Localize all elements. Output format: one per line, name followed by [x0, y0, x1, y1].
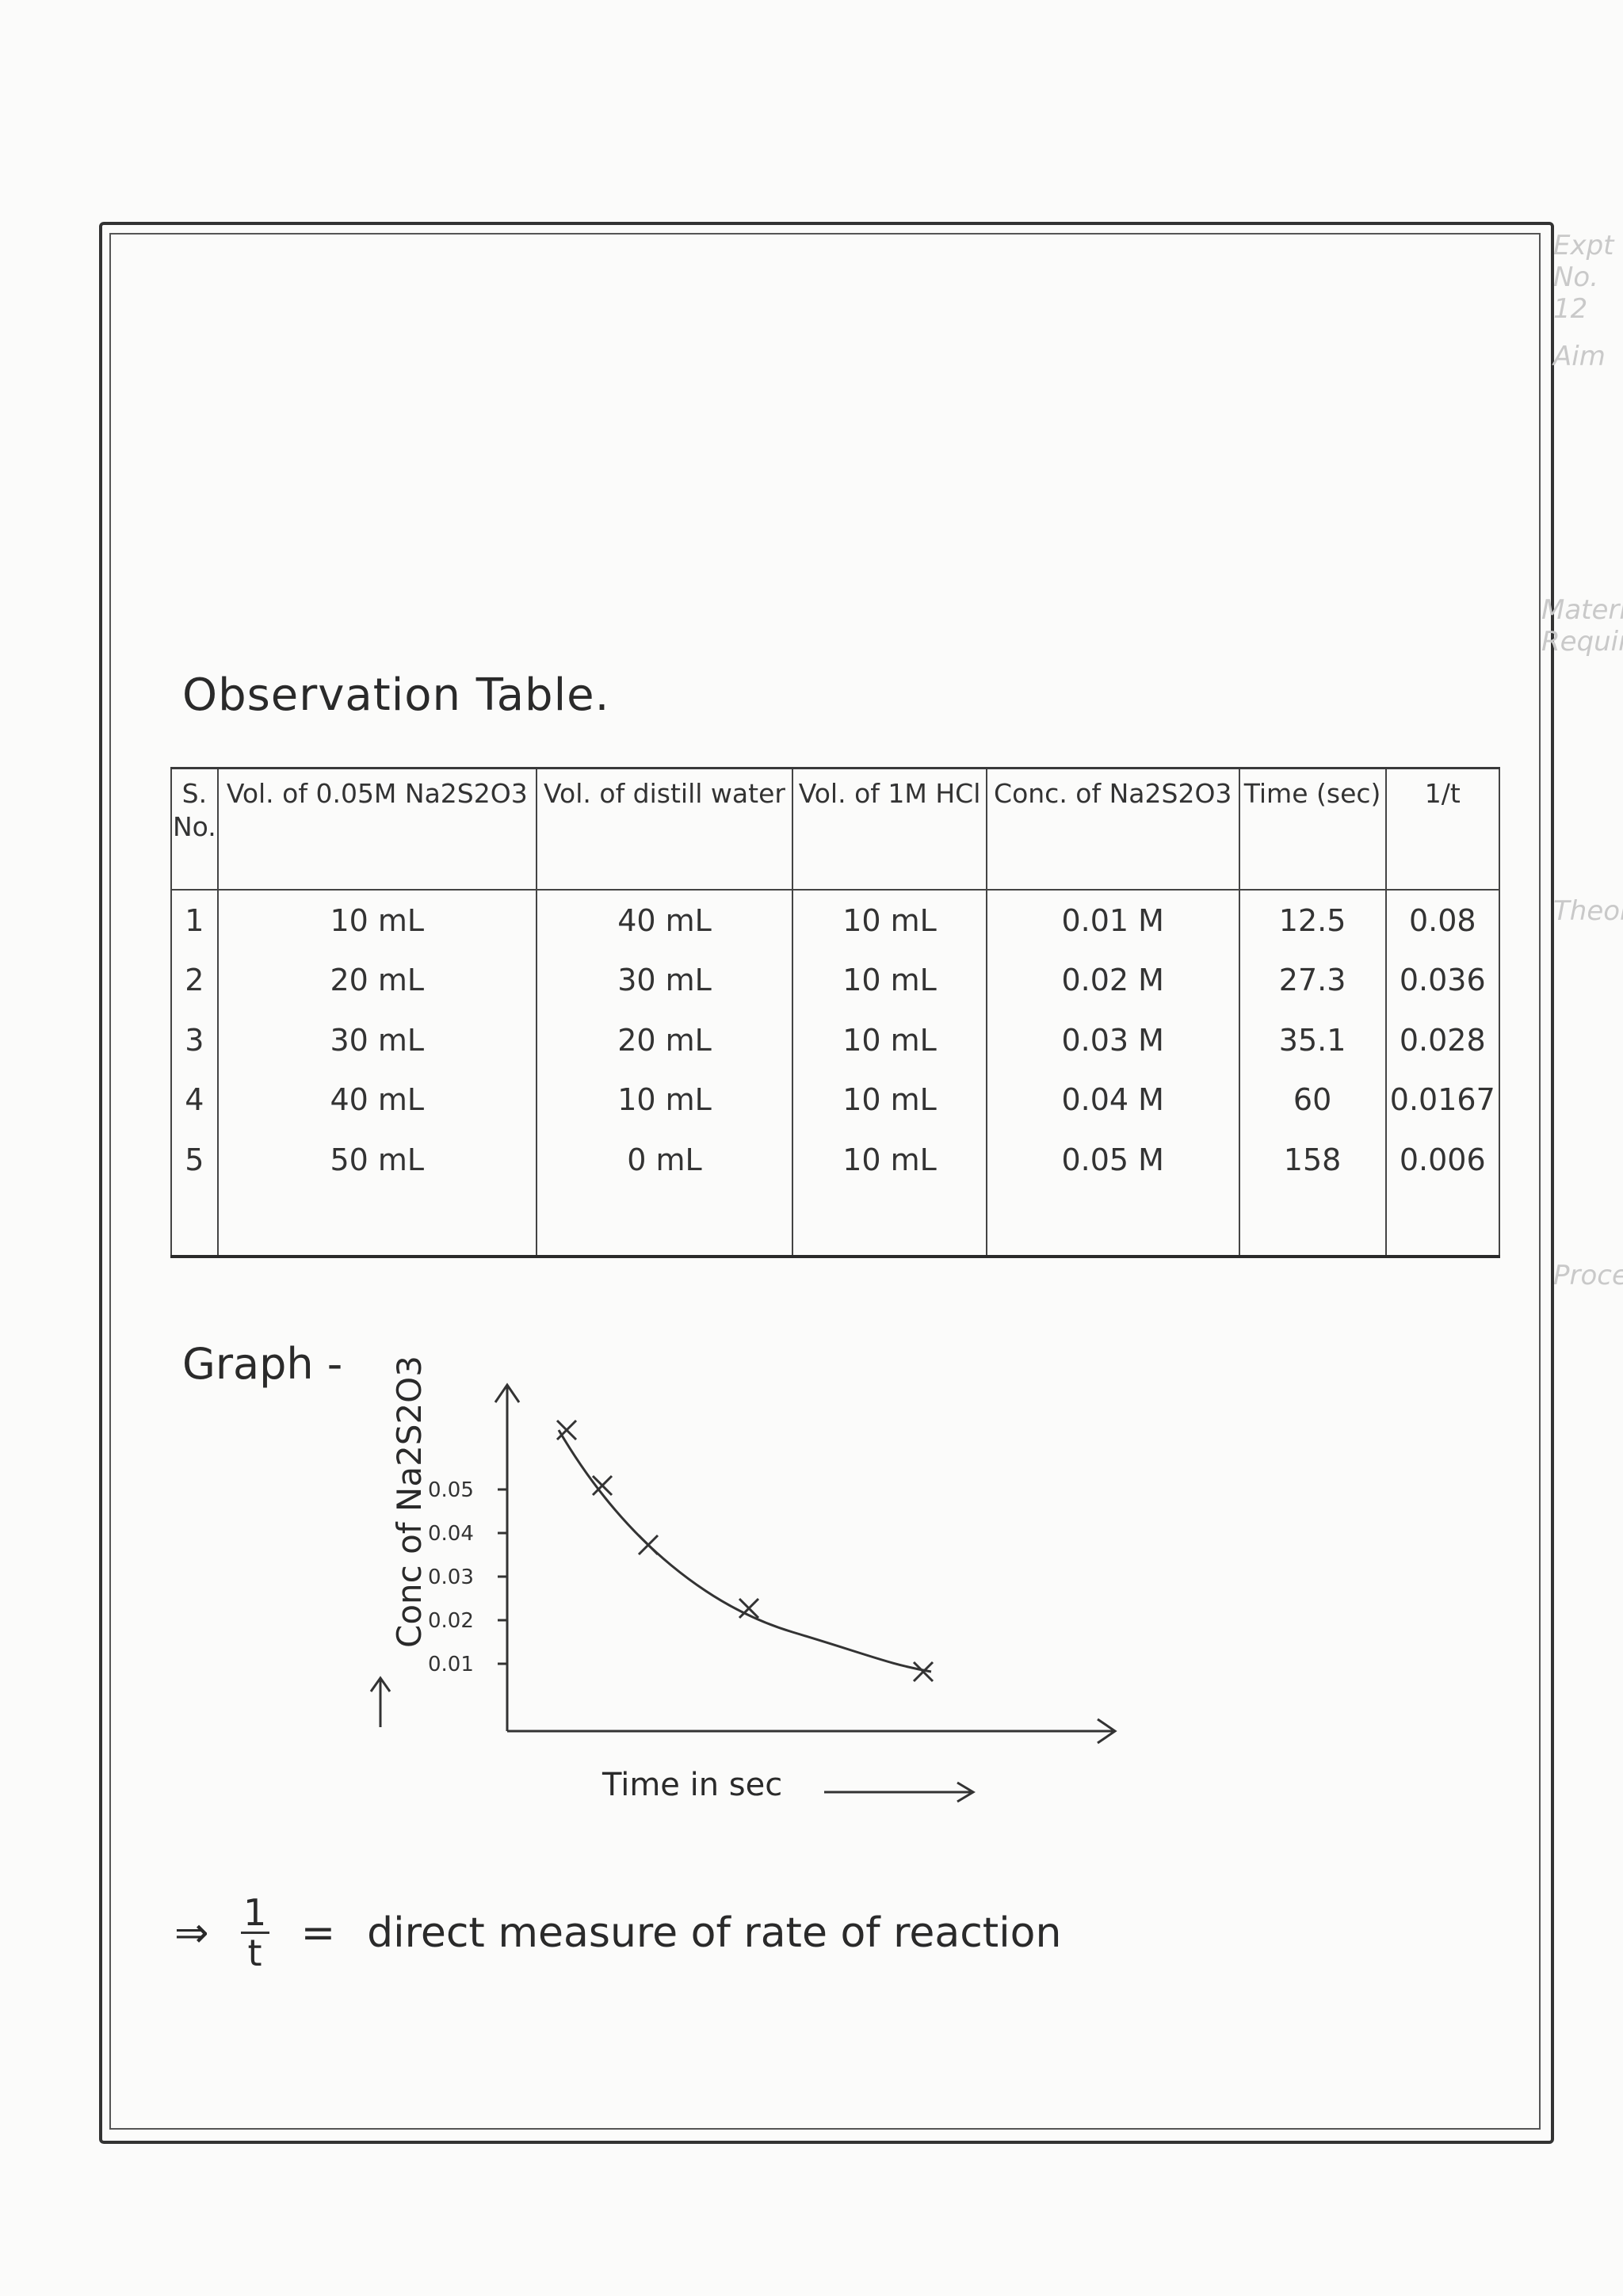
y-tick-label: 0.02: [428, 1609, 474, 1633]
bleed-through-text: Theory: [1553, 895, 1623, 927]
data-point-cross: [637, 1534, 659, 1556]
implies-arrow: ⇒: [174, 1909, 209, 1957]
header-reciprocal-time: 1/t: [1384, 768, 1501, 891]
cell-vol-hcl: 10 mL: [792, 1070, 987, 1131]
y-tick-label: 0.01: [428, 1653, 474, 1676]
cell-time: 12.5: [1238, 890, 1387, 951]
conclusion-line: ⇒ 1 t = direct measure of rate of reacti…: [174, 1894, 1061, 1972]
cell-conc: 0.04 M: [985, 1070, 1240, 1131]
table-empty-row: [170, 1189, 1501, 1257]
fraction-bar: [240, 1932, 269, 1934]
y-axis-arrowhead: [494, 1383, 521, 1403]
header-time: Time (sec): [1238, 768, 1387, 891]
header-vol-water: Vol. of distill water: [535, 768, 794, 891]
cell-vol-thiosulfate: 40 mL: [216, 1070, 537, 1131]
cell-sno: 5: [170, 1130, 219, 1190]
data-point-cross: [738, 1597, 760, 1619]
bleed-through-text: Procedure: [1553, 1260, 1623, 1291]
table-row: 4 40 mL 10 mL 10 mL 0.04 M 60 0.0167: [170, 1070, 1501, 1131]
cell-vol-hcl: 10 mL: [792, 1130, 987, 1190]
cell-vol-thiosulfate: 50 mL: [216, 1130, 537, 1190]
conclusion-text: direct measure of rate of reaction: [367, 1909, 1062, 1957]
cell-vol-hcl: 10 mL: [792, 890, 987, 951]
graph-y-axis-label: Conc of Na2S2O3: [390, 1356, 429, 1648]
cell-vol-water: 0 mL: [535, 1130, 794, 1190]
xlabel-arrow-head: [957, 1781, 976, 1803]
equals-sign: =: [300, 1909, 336, 1957]
cell-vol-hcl: 10 mL: [792, 1010, 987, 1070]
table-header-row: S. No. Vol. of 0.05M Na2S2O3 Vol. of dis…: [170, 768, 1501, 891]
bleed-through-text: Expt No. 12: [1553, 230, 1614, 325]
cell-time: 27.3: [1238, 950, 1387, 1011]
bleed-through-text: Aim: [1553, 341, 1606, 372]
cell-reciprocal-time: 0.08: [1384, 890, 1501, 951]
graph-label: Graph -: [182, 1339, 343, 1389]
cell-conc: 0.03 M: [985, 1010, 1240, 1070]
cell-reciprocal-time: 0.006: [1384, 1130, 1501, 1190]
x-axis-arrowhead: [1097, 1718, 1117, 1745]
reciprocal-time-fraction: 1 t: [240, 1891, 269, 1974]
fraction-numerator: 1: [242, 1891, 267, 1934]
cell-time: 158: [1238, 1130, 1387, 1190]
header-conc: Conc. of Na2S2O3: [985, 768, 1240, 891]
data-point-cross: [556, 1419, 578, 1441]
cell-vol-thiosulfate: 10 mL: [216, 890, 537, 951]
y-tick-label: 0.03: [428, 1566, 474, 1589]
graph-x-axis-label: Time in sec: [602, 1767, 783, 1803]
cell-vol-water: 20 mL: [535, 1010, 794, 1070]
table-row: 2 20 mL 30 mL 10 mL 0.02 M 27.3 0.036: [170, 950, 1501, 1011]
cell-reciprocal-time: 0.0167: [1384, 1070, 1501, 1131]
observation-heading: Observation Table.: [182, 669, 610, 721]
table-row: 1 10 mL 40 mL 10 mL 0.01 M 12.5 0.08: [170, 890, 1501, 951]
cell-sno: 1: [170, 890, 219, 951]
cell-time: 60: [1238, 1070, 1387, 1131]
data-point-cross: [591, 1474, 613, 1497]
header-sno: S. No.: [170, 768, 219, 891]
table-row: 5 50 mL 0 mL 10 mL 0.05 M 158 0.006: [170, 1130, 1501, 1190]
cell-vol-water: 40 mL: [535, 890, 794, 951]
cell-sno: 4: [170, 1070, 219, 1131]
observation-table: S. No. Vol. of 0.05M Na2S2O3 Vol. of dis…: [170, 767, 1501, 1258]
cell-conc: 0.02 M: [985, 950, 1240, 1011]
page-border: [99, 222, 1554, 2144]
page-inner-border: [109, 233, 1541, 2130]
cell-conc: 0.05 M: [985, 1130, 1240, 1190]
y-tick-label: 0.05: [428, 1478, 474, 1502]
y-tick-label: 0.04: [428, 1522, 474, 1546]
cell-vol-water: 30 mL: [535, 950, 794, 1011]
ylabel-arrow-head: [369, 1676, 391, 1692]
cell-reciprocal-time: 0.028: [1384, 1010, 1501, 1070]
cell-vol-thiosulfate: 20 mL: [216, 950, 537, 1011]
cell-sno: 3: [170, 1010, 219, 1070]
cell-conc: 0.01 M: [985, 890, 1240, 951]
cell-reciprocal-time: 0.036: [1384, 950, 1501, 1011]
header-vol-thiosulfate: Vol. of 0.05M Na2S2O3: [216, 768, 537, 891]
data-point-cross: [912, 1661, 934, 1683]
bleed-through-text: Material Required: [1541, 594, 1623, 658]
cell-vol-thiosulfate: 30 mL: [216, 1010, 537, 1070]
table-row: 3 30 mL 20 mL 10 mL 0.03 M 35.1 0.028: [170, 1010, 1501, 1070]
decay-curve: [557, 1429, 932, 1673]
cell-time: 35.1: [1238, 1010, 1387, 1070]
cell-vol-hcl: 10 mL: [792, 950, 987, 1011]
cell-vol-water: 10 mL: [535, 1070, 794, 1131]
fraction-denominator: t: [247, 1932, 262, 1974]
cell-sno: 2: [170, 950, 219, 1011]
header-vol-hcl: Vol. of 1M HCl: [792, 768, 987, 891]
